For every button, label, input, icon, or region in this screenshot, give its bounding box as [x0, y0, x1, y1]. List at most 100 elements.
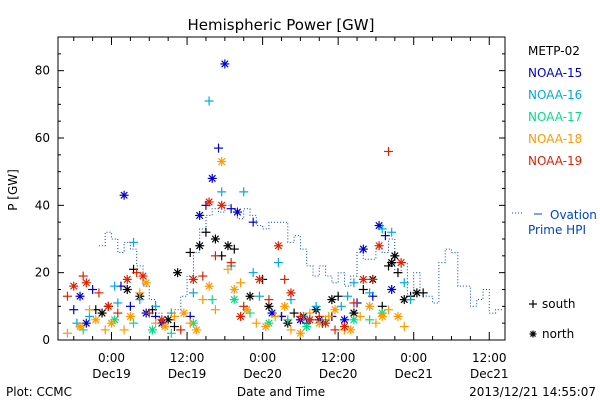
- y-tick-label: 40: [35, 198, 50, 212]
- data-point: [254, 274, 264, 284]
- data-point: [239, 187, 249, 197]
- star-marker-d2: [142, 279, 150, 287]
- data-point: [384, 146, 394, 156]
- star-marker-d2: [287, 289, 295, 297]
- star-marker-d2: [400, 295, 408, 304]
- data-point: [62, 328, 72, 338]
- legend-entry-metp-02: METP-02: [528, 44, 580, 58]
- y-tick-label: 80: [35, 64, 50, 78]
- data-point: [339, 315, 349, 325]
- marker-legend-label: north: [542, 327, 574, 341]
- data-point: [125, 311, 135, 321]
- data-point: [377, 224, 387, 234]
- legend-entry-noaa-18: NOAA-18: [528, 132, 582, 146]
- data-point: [245, 291, 255, 301]
- data-point: [358, 285, 368, 294]
- star-marker-d2: [236, 312, 245, 321]
- data-point: [330, 325, 340, 335]
- data-point: [365, 288, 375, 298]
- data-point: [100, 325, 110, 335]
- data-point: [204, 197, 214, 207]
- data-point: [305, 315, 315, 325]
- data-point: [91, 315, 101, 325]
- data-point: [188, 288, 198, 298]
- data-point: [207, 295, 217, 305]
- data-point: [192, 325, 202, 335]
- data-point: [94, 288, 104, 298]
- data-point: [393, 311, 403, 321]
- star-marker-d2: [70, 282, 78, 290]
- star-marker-d2: [347, 326, 355, 334]
- data-point: [229, 295, 239, 305]
- x-tick-time: 12:00: [170, 351, 205, 365]
- star-marker-d2: [148, 326, 157, 334]
- data-point: [223, 264, 233, 274]
- star-marker-d2: [375, 221, 383, 230]
- data-point: [295, 311, 305, 321]
- data-point: [69, 305, 79, 315]
- star-marker-d2: [350, 316, 358, 324]
- y-tick-label: 20: [35, 266, 50, 280]
- data-point: [302, 322, 312, 332]
- y-axis-label: P [GW]: [6, 169, 20, 211]
- series-noaa-19: [62, 146, 406, 335]
- data-point: [69, 281, 79, 291]
- legend-entry-noaa-17: NOAA-17: [528, 110, 582, 124]
- data-point: [204, 96, 214, 106]
- star-marker-d2: [378, 312, 386, 321]
- star-marker-d2: [359, 245, 368, 253]
- data-point: [195, 241, 205, 251]
- data-point: [88, 285, 98, 294]
- star-marker-d2: [255, 275, 264, 284]
- star-marker-d2: [233, 208, 242, 216]
- star-marker-d2: [173, 269, 182, 277]
- data-point: [122, 285, 132, 294]
- data-point: [185, 318, 195, 328]
- star-marker-d2: [243, 306, 251, 314]
- star-marker-d2: [195, 211, 204, 220]
- data-point: [406, 295, 416, 305]
- star-marker-d2: [76, 292, 84, 300]
- star-marker-d2: [82, 319, 90, 327]
- legend-entry-noaa-16: NOAA-16: [528, 88, 582, 102]
- data-point: [81, 278, 91, 288]
- data-point: [188, 274, 198, 284]
- data-point: [280, 301, 290, 311]
- data-point: [286, 288, 296, 298]
- star-marker-d2: [92, 316, 100, 324]
- star-marker-d2: [321, 319, 330, 327]
- data-point: [129, 318, 139, 328]
- star-marker-d2: [82, 279, 90, 287]
- star-marker-d2: [120, 191, 128, 199]
- data-point: [147, 325, 157, 335]
- star-marker-d2: [192, 326, 201, 334]
- data-point: [393, 268, 403, 278]
- data-point: [201, 227, 211, 237]
- data-point: [138, 271, 148, 281]
- star-marker-d2: [365, 302, 374, 310]
- star-marker-d2: [340, 316, 349, 324]
- data-point: [273, 258, 283, 268]
- data-point: [365, 315, 375, 325]
- data-point: [261, 322, 271, 332]
- data-point: [176, 325, 186, 335]
- data-point: [236, 311, 246, 321]
- x-tick-date: Dec19: [92, 367, 131, 381]
- data-point: [173, 268, 183, 278]
- star-marker-d2: [394, 312, 402, 321]
- star-marker-d2: [265, 302, 273, 310]
- data-point: [62, 291, 72, 301]
- data-point: [330, 305, 340, 315]
- x-tick-time: 12:00: [472, 351, 507, 365]
- data-point: [355, 311, 365, 321]
- star-marker-d2: [375, 242, 383, 250]
- ovation-hpi-line: [98, 204, 502, 321]
- data-point: [384, 261, 394, 271]
- data-point: [217, 187, 227, 197]
- data-point: [75, 291, 85, 301]
- data-point: [399, 295, 409, 305]
- data-point: [368, 274, 378, 284]
- data-point: [210, 234, 220, 244]
- data-point: [365, 301, 375, 311]
- data-point: [286, 325, 296, 335]
